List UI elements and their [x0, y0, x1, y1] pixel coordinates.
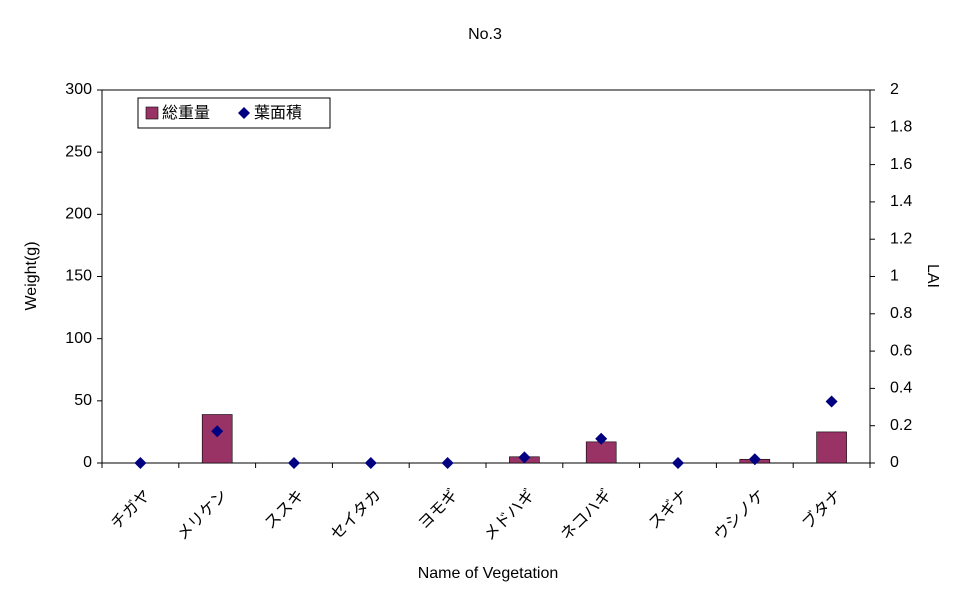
y-tick-label: 100 [65, 330, 92, 347]
y-axis-title: Weight(g) [23, 241, 40, 310]
legend-box [137, 97, 331, 129]
y2-axis-title: LAI [924, 264, 941, 288]
legend-swatch [145, 106, 159, 120]
marker [825, 395, 838, 408]
y-tick-label: 50 [74, 392, 92, 409]
marker [441, 457, 454, 469]
y2-tick-label: 0.4 [890, 380, 912, 397]
y2-tick-label: 0.6 [890, 342, 912, 359]
y-tick-label: 200 [65, 206, 92, 223]
bar [585, 441, 617, 464]
bar [201, 414, 233, 464]
marker [748, 453, 761, 466]
y-tick-label: 250 [65, 143, 92, 160]
marker [595, 432, 608, 445]
marker [134, 457, 147, 469]
y2-tick-label: 1.4 [890, 193, 912, 210]
x-axis-title: Name of Vegetation [418, 565, 559, 582]
legend-label: 総重量 [162, 104, 210, 122]
marker [672, 457, 684, 469]
marker [288, 457, 300, 469]
legend-label: 葉面積 [254, 104, 302, 122]
y-tick-label: 0 [83, 454, 92, 471]
bar [816, 431, 847, 464]
y-tick-label: 150 [65, 268, 92, 285]
y2-tick-label: 0.8 [890, 305, 912, 322]
y2-tick-label: 1.2 [890, 230, 912, 247]
y-tick-label: 300 [65, 81, 92, 98]
y2-tick-label: 0 [890, 454, 899, 471]
y2-tick-label: 2 [890, 81, 899, 98]
marker [518, 451, 531, 464]
marker [364, 457, 377, 469]
marker [211, 425, 224, 438]
y2-tick-label: 1 [890, 268, 899, 285]
y2-tick-label: 1.6 [890, 156, 912, 173]
y2-tick-label: 0.2 [890, 417, 912, 434]
y2-tick-label: 1.8 [890, 119, 912, 136]
chart-title: No.3 [468, 26, 502, 43]
legend-swatch [238, 107, 250, 119]
